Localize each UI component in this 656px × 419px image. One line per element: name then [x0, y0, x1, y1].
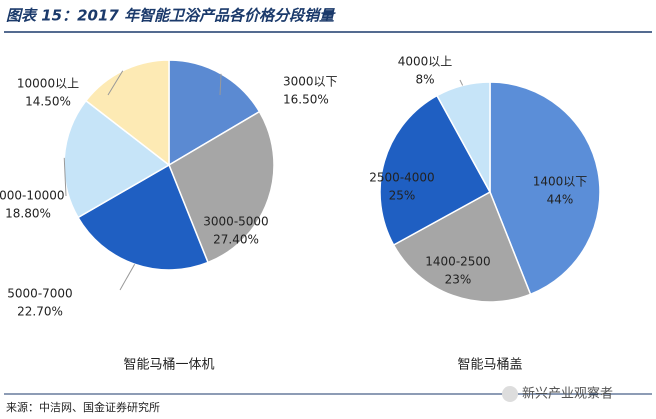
- slice-label: 5000-7000: [7, 287, 72, 301]
- leader-line: [107, 70, 124, 96]
- slice-label: 2500-4000: [369, 171, 434, 185]
- figure-title: 图表 15：2017 年智能卫浴产品各价格分段销量: [6, 7, 336, 25]
- pie-slice: [435, 81, 491, 193]
- slice-value-label: 25%: [389, 189, 416, 203]
- pie-slice: [168, 110, 275, 264]
- pie-slice: [379, 94, 492, 247]
- slice-label: 1400以下: [533, 175, 588, 189]
- slice-label: 10000以上: [17, 77, 79, 91]
- slice-value-label: 18.80%: [5, 207, 51, 221]
- slice-label: 7000-10000: [0, 189, 65, 203]
- slice-label: 4000以上: [398, 55, 453, 69]
- slice-value-label: 16.50%: [283, 93, 329, 107]
- leader-line: [119, 263, 136, 291]
- slice-value-label: 22.70%: [17, 305, 63, 319]
- slice-value-label: 8%: [415, 73, 434, 87]
- slice-value-label: 23%: [445, 273, 472, 287]
- pie-title: 智能马桶一体机: [123, 358, 214, 373]
- leader-line: [219, 73, 222, 96]
- slice-label: 3000-5000: [203, 215, 268, 229]
- slice-value-label: 27.40%: [213, 233, 259, 247]
- watermark: 新兴产业观察者: [522, 386, 613, 402]
- pie-slice: [392, 190, 532, 303]
- slice-label: 3000以下: [283, 75, 338, 89]
- source: 来源：中洁网、国金证券研究所: [6, 400, 160, 414]
- pie-slice: [84, 59, 170, 167]
- pie-title: 智能马桶盖: [457, 358, 522, 373]
- leader-line: [459, 79, 464, 86]
- slice-value-label: 44%: [547, 193, 574, 207]
- slice-label: 1400-2500: [425, 255, 490, 269]
- pie-slice: [489, 81, 601, 296]
- slice-value-label: 14.50%: [25, 95, 71, 109]
- leader-line: [63, 157, 67, 197]
- watermark-icon: [502, 386, 518, 402]
